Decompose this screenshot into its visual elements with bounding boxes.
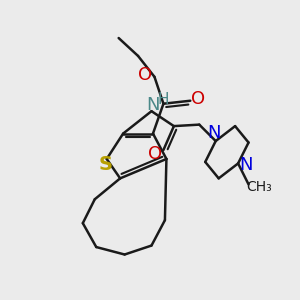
Text: O: O: [148, 145, 162, 163]
Text: N: N: [208, 124, 221, 142]
Text: H: H: [157, 92, 169, 107]
Text: O: O: [139, 66, 153, 84]
Text: N: N: [146, 96, 160, 114]
Text: O: O: [191, 90, 205, 108]
Text: CH₃: CH₃: [246, 180, 272, 194]
Text: N: N: [240, 156, 253, 174]
Text: S: S: [98, 155, 112, 174]
